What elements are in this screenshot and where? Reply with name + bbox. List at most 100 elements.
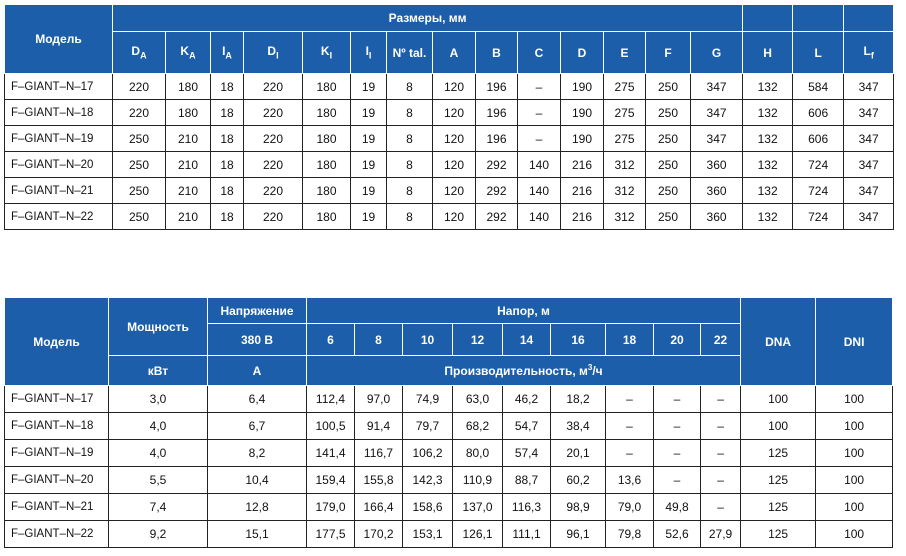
cell: 18 — [210, 73, 244, 100]
cell: 100 — [815, 412, 894, 440]
cell: 250 — [112, 125, 166, 152]
cell: 347 — [689, 125, 744, 152]
column-label: K — [180, 44, 190, 59]
cell: 18 — [210, 177, 244, 204]
cell: 38,4 — [550, 412, 606, 440]
column-label: H — [763, 45, 772, 60]
column-label: Nº tal. — [392, 45, 427, 60]
cell: 275 — [603, 73, 646, 100]
header-row: DA KA IA DI KI II Nº tal. A B C D E F G H L Lf — [5, 31, 895, 74]
cell: 360 — [689, 203, 744, 230]
column-subscript: I — [368, 50, 372, 61]
column-header: L — [792, 31, 845, 74]
cell: 100,5 — [306, 412, 355, 440]
model-cell: F–GIANT–N–19 — [4, 439, 109, 467]
cell: 347 — [843, 73, 895, 100]
cell: 724 — [792, 151, 845, 178]
cell: 10,4 — [207, 466, 307, 494]
cell: 180 — [302, 99, 351, 126]
column-label: C — [534, 45, 544, 60]
cell: 220 — [243, 177, 303, 204]
dimensions-table: Модель Размеры, мм DA KA IA DI KI II Nº tal. A B C D… — [4, 4, 895, 230]
cell: 15,1 — [207, 520, 307, 548]
head-value: 12 — [452, 323, 503, 356]
cell: 111,1 — [502, 520, 551, 548]
column-header: H — [742, 31, 794, 74]
model-cell: F–GIANT–N–18 — [4, 99, 113, 126]
cell: 210 — [165, 177, 211, 204]
cell: 216 — [560, 151, 604, 178]
cell: 180 — [302, 177, 351, 204]
model-cell: F–GIANT–N–20 — [4, 151, 113, 178]
column-label: D — [577, 45, 587, 60]
cell: 250 — [645, 177, 691, 204]
head-value: 18 — [605, 323, 654, 356]
cell: – — [605, 439, 654, 467]
model-cell: F–GIANT–N–21 — [4, 177, 113, 204]
cell: 7,4 — [108, 493, 208, 521]
column-label: K — [320, 44, 330, 59]
cell: 100 — [815, 520, 894, 548]
cell: 27,9 — [699, 520, 742, 548]
cell: 132 — [742, 177, 794, 204]
column-header: E — [603, 31, 646, 74]
data-row: F–GIANT–N–19 250 210 18 220 180 19 8 120 196–190 2… — [4, 125, 895, 152]
cell: 140 — [517, 151, 561, 178]
data-row: F–GIANT–N–22 250 210 18 220 180 19 8 120 292 140 21… — [4, 203, 895, 230]
model-cell: F–GIANT–N–21 — [4, 493, 109, 521]
cell: 12,8 — [207, 493, 307, 521]
cell: 4,0 — [108, 439, 208, 467]
cell: 74,9 — [402, 385, 453, 413]
cell: 190 — [560, 125, 604, 152]
column-header: II — [350, 31, 387, 74]
cell: 120 — [432, 151, 476, 178]
data-row: F–GIANT–N–20 250 210 18 220 180 19 8 120 292 140 21… — [4, 151, 895, 178]
column-header: D — [560, 31, 604, 74]
cell: 292 — [475, 177, 518, 204]
cell: 132 — [742, 99, 794, 126]
flow-label: Производительность, м — [444, 364, 588, 378]
column-header: A — [432, 31, 476, 74]
cell: 292 — [475, 151, 518, 178]
model-cell: F–GIANT–N–18 — [4, 412, 109, 440]
column-label: L — [814, 45, 822, 60]
model-header: Модель — [4, 4, 113, 74]
cell: – — [605, 385, 654, 413]
power-header: Мощность — [108, 297, 208, 356]
cell: 8 — [386, 73, 433, 100]
cell: 292 — [475, 203, 518, 230]
cell: 275 — [603, 99, 646, 126]
cell: 250 — [645, 203, 691, 230]
header-row: кВт A Производительность, м3/ч — [5, 355, 893, 386]
cell: 100 — [740, 412, 817, 440]
column-header: G — [689, 31, 744, 74]
column-header: C — [517, 31, 561, 74]
cell: 250 — [645, 99, 691, 126]
cell: 18,2 — [550, 385, 606, 413]
cell: 132 — [742, 125, 794, 152]
cell: 6,4 — [207, 385, 307, 413]
column-subscript: A — [225, 50, 232, 61]
cell: – — [605, 412, 654, 440]
power-unit: кВт — [108, 355, 208, 386]
cell: 110,9 — [452, 466, 503, 494]
header-cell — [843, 4, 895, 32]
cell: 250 — [645, 151, 691, 178]
cell: 180 — [302, 203, 351, 230]
cell: 166,4 — [354, 493, 403, 521]
cell: 19 — [350, 151, 387, 178]
cell: 724 — [792, 203, 845, 230]
cell: – — [517, 99, 561, 126]
cell: 132 — [742, 73, 794, 100]
cell: 18 — [210, 151, 244, 178]
cell: 54,7 — [502, 412, 551, 440]
model-cell: F–GIANT–N–17 — [4, 73, 113, 100]
cell: 210 — [165, 203, 211, 230]
cell: – — [653, 412, 701, 440]
cell: 112,4 — [306, 385, 355, 413]
header-row: Модель Мощность Напряжение Напор, м DNA DNI — [4, 297, 894, 386]
model-cell: F–GIANT–N–22 — [4, 520, 109, 548]
cell: 210 — [165, 151, 211, 178]
head-value: 14 — [502, 323, 551, 356]
